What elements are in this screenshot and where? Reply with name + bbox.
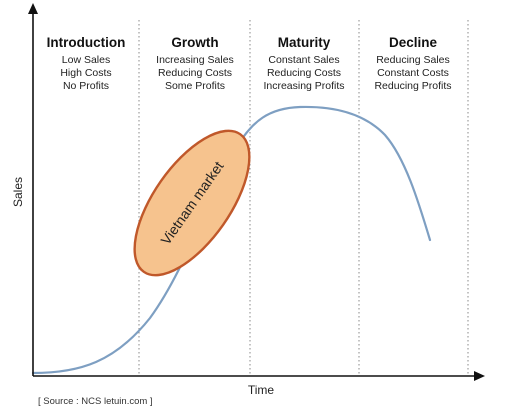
stage-line: Increasing Profits <box>263 80 344 92</box>
highlight-ellipse <box>133 129 251 277</box>
stage-line: Constant Sales <box>268 54 339 66</box>
stage-title: Decline <box>389 35 438 50</box>
x-axis-label: Time <box>248 383 275 397</box>
stage-introduction: Introduction Low Sales High Costs No Pro… <box>47 35 126 92</box>
stage-maturity: Maturity Constant Sales Reducing Costs I… <box>263 35 344 92</box>
vietnam-market-highlight: Vietnam market <box>133 129 251 277</box>
sales-curve <box>31 105 432 375</box>
stage-growth: Growth Increasing Sales Reducing Costs S… <box>156 35 234 92</box>
stage-title: Introduction <box>47 35 126 50</box>
stage-line: No Profits <box>63 80 109 92</box>
stage-line: High Costs <box>60 67 111 79</box>
stage-decline: Decline Reducing Sales Constant Costs Re… <box>374 35 451 92</box>
source-note: [ Source : NCS letuin.com ] <box>38 396 153 407</box>
stage-line: Some Profits <box>165 80 225 92</box>
stage-line: Reducing Costs <box>158 67 232 79</box>
stage-title: Growth <box>171 35 218 50</box>
stage-line: Reducing Sales <box>376 54 450 66</box>
stage-title: Maturity <box>278 35 331 50</box>
stage-line: Constant Costs <box>377 67 449 79</box>
stage-line: Increasing Sales <box>156 54 234 66</box>
stage-line: Low Sales <box>62 54 110 66</box>
y-axis-label: Sales <box>11 177 25 207</box>
stage-line: Reducing Profits <box>374 80 451 92</box>
y-axis-arrow-icon <box>28 3 38 14</box>
x-axis-arrow-icon <box>474 371 485 381</box>
stage-line: Reducing Costs <box>267 67 341 79</box>
